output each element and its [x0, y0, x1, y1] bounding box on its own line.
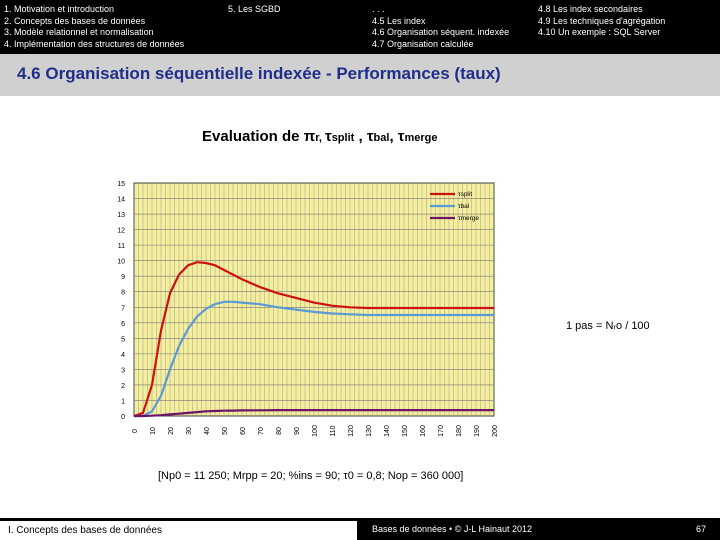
chart-title-prefix: Evaluation de [202, 128, 304, 145]
section-list-1: . . . 4.5 Les index 4.6 Organisation séq… [372, 4, 509, 50]
x-tick-label: 170 [438, 425, 445, 437]
y-tick-label: 12 [117, 228, 125, 235]
x-tick-label: 160 [420, 425, 427, 437]
x-tick-label: 150 [402, 425, 409, 437]
chart-title-comma2: , [354, 128, 367, 145]
chart-title-merge: merge [404, 132, 438, 144]
x-tick-label: 60 [240, 427, 247, 435]
y-tick-label: 10 [117, 259, 125, 266]
series-line [134, 300, 494, 418]
parameters-note: [Np0 = 11 250; Mrpp = 20; %ins = 90; τ0 … [158, 470, 464, 482]
chapter-link-5[interactable]: 5. Les SGBD [228, 4, 281, 14]
x-tick-label: 50 [222, 427, 229, 435]
chart-title-split: split [331, 132, 355, 144]
chart-title: Evaluation de πr, τsplit , τbal, τmerge [202, 128, 438, 145]
chapter-link-2[interactable]: 2. Concepts des bases de données [4, 15, 146, 26]
y-tick-label: 0 [121, 414, 125, 421]
series-line [133, 261, 494, 418]
y-tick-label: 7 [121, 305, 125, 312]
y-tick-label: 4 [121, 352, 125, 359]
x-tick-label: 140 [384, 425, 391, 437]
section-link-4-6[interactable]: 4.6 Organisation séquent. indexée [372, 27, 510, 37]
x-tick-label: 70 [258, 427, 265, 435]
x-tick-label: 20 [168, 427, 175, 435]
x-tick-label: 30 [186, 427, 193, 435]
x-tick-label: 40 [204, 427, 211, 435]
title-band [0, 54, 720, 96]
chapter-list: 1. Motivation et introduction 2. Concept… [4, 4, 184, 50]
page-title: 4.6 Organisation séquentielle indexée - … [17, 64, 501, 83]
x-tick-label: 100 [312, 425, 319, 437]
section-link-4-7[interactable]: 4.7 Organisation calculée [372, 38, 474, 49]
y-tick-label: 2 [121, 383, 125, 390]
section-link-4-9[interactable]: 4.9 Les techniques d'agrégation [538, 15, 666, 26]
page-number: 67 [696, 524, 707, 534]
footer-bar: I. Concepts des bases de données Bases d… [0, 518, 720, 540]
chart-title-tau2: τ [366, 128, 374, 145]
section-link-4-5[interactable]: 4.5 Les index [372, 15, 426, 26]
series-line [134, 409, 494, 418]
x-tick-label: 80 [276, 427, 283, 435]
y-tick-label: 14 [117, 197, 125, 204]
x-tick-label: 130 [366, 425, 373, 437]
chapter-link-4[interactable]: 4. Implémentation des structures de donn… [4, 38, 185, 49]
x-tick-label: 0 [132, 429, 139, 433]
y-tick-label: 3 [121, 367, 125, 374]
legend-label: τbal [458, 203, 470, 210]
y-tick-label: 8 [121, 290, 125, 297]
y-tick-label: 6 [121, 321, 125, 328]
top-navigation-bar: 1. Motivation et introduction 2. Concept… [0, 0, 720, 54]
chart-title-pi: π [303, 128, 316, 145]
legend-label: τmerge [458, 215, 479, 222]
y-tick-label: 9 [121, 274, 125, 281]
section-link-4-8[interactable]: 4.8 Les index secondaires [538, 4, 643, 14]
y-tick-label: 13 [117, 212, 125, 219]
x-tick-label: 110 [330, 425, 337, 436]
chart-title-tau1: τ [324, 128, 332, 145]
x-tick-label: 120 [348, 425, 355, 437]
x-tick-label: 180 [456, 425, 463, 437]
x-tick-label: 190 [474, 425, 481, 437]
step-note: 1 pas = Nᵣo / 100 [566, 320, 650, 332]
legend-label: τsplit [458, 191, 472, 198]
x-tick-label: 10 [150, 427, 157, 435]
chapter-link-1[interactable]: 1. Motivation et introduction [4, 4, 115, 14]
x-tick-label: 200 [492, 425, 499, 437]
section-link-4-10[interactable]: 4.10 Un exemple : SQL Server [538, 27, 661, 37]
chart-title-comma3: , [389, 128, 398, 145]
chart-title-tau3: τ [397, 128, 405, 145]
chart-title-bal: bal [373, 132, 390, 144]
footer-chapter: I. Concepts des bases de données [0, 521, 357, 540]
chart-title-r: r, [315, 132, 325, 144]
section-ellipsis: . . . [372, 4, 385, 14]
y-tick-label: 15 [117, 181, 125, 188]
chapter-link-3[interactable]: 3. Modèle relationnel et normalisation [4, 27, 154, 37]
footer-copyright: Bases de données • © J-L Hainaut 2012 [372, 524, 533, 534]
y-tick-label: 1 [121, 398, 125, 405]
y-tick-label: 11 [118, 243, 125, 250]
x-tick-label: 90 [294, 427, 301, 435]
section-list-2: 4.8 Les index secondaires 4.9 Les techni… [538, 4, 665, 39]
y-tick-label: 5 [121, 336, 125, 343]
